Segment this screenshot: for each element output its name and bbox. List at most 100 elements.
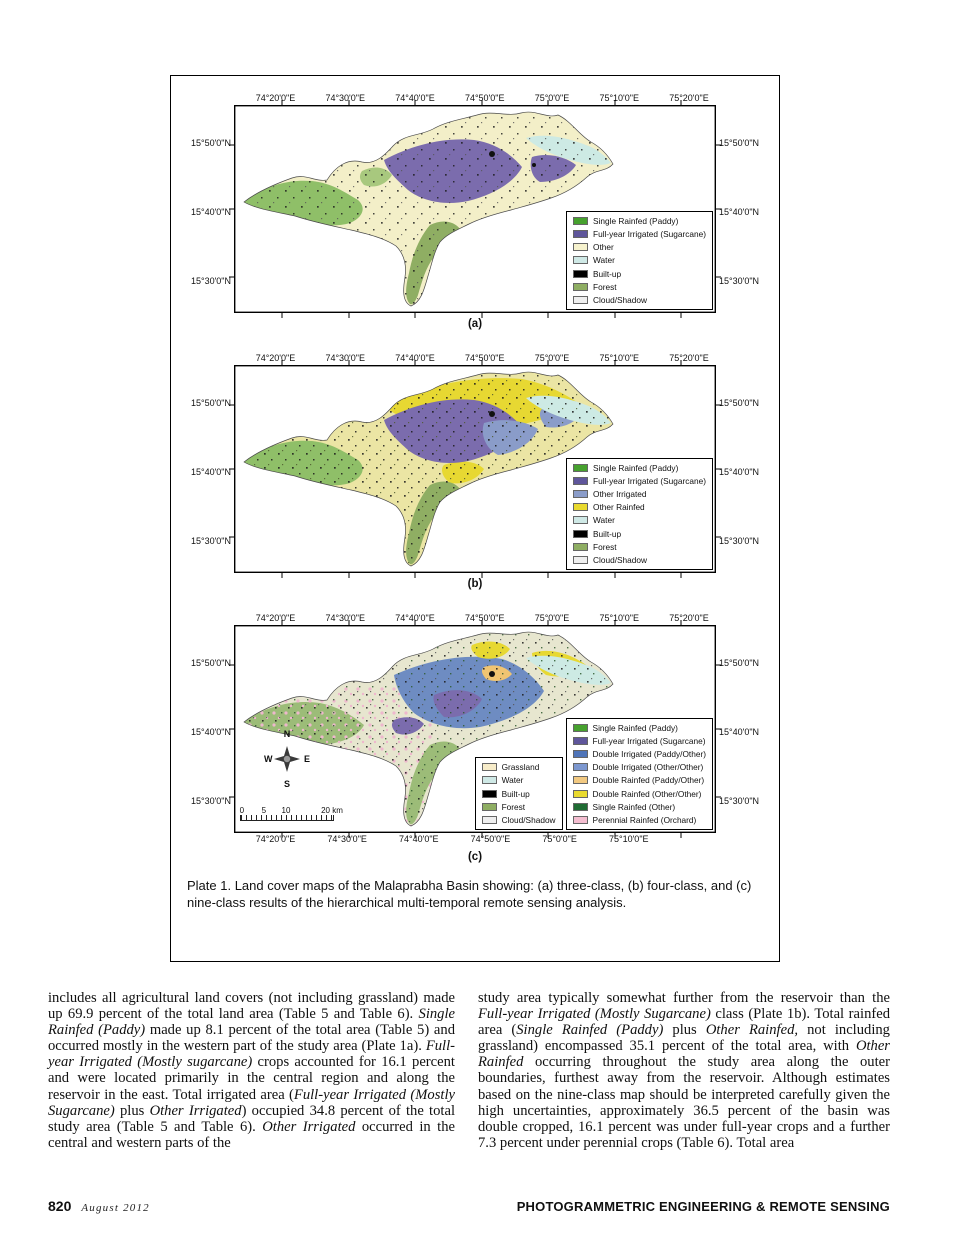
legend-label: Built-up [501, 788, 530, 799]
lon-tick-label: 74°50'0"E [464, 353, 505, 363]
lat-tick-label: 15°40'0"N [719, 467, 760, 478]
legend-item: Double Rainfed (Paddy/Other) [572, 775, 706, 785]
lon-tick-label: 74°40'0"E [395, 93, 435, 103]
lat-tick-label: 15°50'0"N [190, 658, 231, 669]
lon-tick-label: 74°30'0"E [325, 93, 365, 103]
map-c-lat-axis-right: 15°50'0"N 15°40'0"N 15°30'0"N [716, 625, 772, 833]
scale-rule [240, 815, 334, 821]
legend-swatch [572, 816, 588, 824]
plate-caption: Plate 1. Land cover maps of the Malaprab… [187, 878, 752, 911]
page-footer: 820 August 2012 PHOTOGRAMMETRIC ENGINEER… [48, 1198, 890, 1214]
plate-figure-box: 74°20'0"E 74°30'0"E 74°40'0"E 74°50'0"E 75°0… [170, 75, 780, 962]
lat-tick-label: 15°30'0"N [719, 275, 760, 286]
legend-label: Grassland [501, 762, 540, 773]
legend-label: Double Irrigated (Other/Other) [592, 762, 704, 773]
lon-tick-label: 75°20'0"E [669, 353, 709, 363]
legend-item: Double Irrigated (Other/Other) [572, 762, 706, 773]
lon-tick-label: 75°0'0"E [542, 834, 577, 844]
legend-item: Full-year Irrigated (Sugarcane) [572, 735, 706, 746]
scale-label: 20 km [321, 806, 343, 815]
lat-tick-label: 15°40'0"N [719, 727, 760, 738]
legend-label: Other [593, 242, 614, 253]
legend-item: Water [573, 515, 706, 525]
legend-label: Water [593, 515, 615, 526]
scale-label: 0 [239, 806, 245, 815]
map-b-lon-axis: 74°20'0"E 74°30'0"E 74°40'0"E 74°50'0"E 75°0… [234, 352, 716, 365]
body-text: includes all agricultural land covers (n… [48, 990, 890, 1151]
legend-item: Built-up [573, 269, 706, 279]
legend-item: Water [573, 255, 706, 265]
legend-item: Cloud/Shadow [573, 295, 706, 305]
legend-label: Single Rainfed (Paddy) [593, 462, 679, 473]
legend-label: Double Rainfed (Other/Other) [592, 788, 702, 799]
lat-tick-label: 15°40'0"N [190, 467, 231, 478]
lon-tick-label: 75°10'0"E [599, 613, 639, 623]
compass-star-icon [274, 746, 300, 772]
legend-swatch [573, 476, 589, 485]
map-b-frame: Single Rainfed (Paddy) Full-year Irrigat… [229, 360, 721, 578]
legend-label: Single Rainfed (Paddy) [593, 215, 679, 226]
legend-item: Double Rainfed (Other/Other) [572, 788, 706, 799]
map-c-legend-left: Grassland Water Built-up [474, 757, 563, 830]
lon-tick-label: 75°0'0"E [534, 353, 570, 363]
legend-label: Full-year Irrigated (Sugarcane) [593, 475, 706, 486]
compass-east-label: E [303, 754, 310, 764]
legend-swatch [481, 816, 497, 824]
legend-label: Forest [593, 281, 617, 292]
legend-item: Forest [573, 542, 706, 552]
legend-label: Other Irrigated [593, 489, 647, 500]
legend-item: Built-up [481, 788, 556, 799]
legend-swatch [481, 789, 497, 798]
legend-item: Full-year Irrigated (Sugarcane) [573, 476, 706, 486]
lat-tick-label: 15°50'0"N [190, 138, 231, 149]
lon-tick-label: 75°0'0"E [534, 93, 570, 103]
lat-tick-label: 15°30'0"N [190, 795, 231, 806]
map-a-canvas [229, 100, 721, 318]
legend-item: Other Rainfed [573, 502, 706, 512]
legend-swatch [481, 763, 497, 772]
legend-label: Built-up [593, 528, 622, 539]
legend-swatch [481, 776, 497, 785]
map-a-label: (a) [467, 318, 483, 330]
legend-item: Double Irrigated (Paddy/Other) [572, 749, 706, 760]
body-column-right: study area typically somewhat further fr… [478, 990, 890, 1151]
lon-tick-label: 74°20'0"E [255, 834, 296, 844]
legend-item: Built-up [573, 529, 706, 539]
lat-tick-label: 15°50'0"N [719, 138, 760, 149]
legend-label: Water [593, 255, 615, 266]
map-c-legend-right: Single Rainfed (Paddy) Full-year Irrigat… [565, 717, 713, 830]
legend-label: Full-year Irrigated (Sugarcane) [592, 735, 706, 746]
lon-tick-label: 74°50'0"E [464, 93, 505, 103]
lon-tick-label: 74°40'0"E [395, 353, 435, 363]
legend-label: Double Irrigated (Paddy/Other) [592, 749, 706, 760]
lat-tick-label: 15°50'0"N [190, 398, 231, 409]
legend-label: Water [501, 775, 524, 786]
legend-item: Cloud/Shadow [481, 815, 556, 825]
map-b-label: (b) [467, 578, 483, 590]
lon-tick-label: 74°20'0"E [255, 353, 296, 363]
legend-swatch [572, 776, 588, 785]
legend-swatch [573, 556, 589, 564]
legend-item: Other Irrigated [573, 489, 706, 499]
body-column-left: includes all agricultural land covers (n… [48, 990, 455, 1151]
lon-tick-label: 75°10'0"E [608, 834, 649, 844]
lon-tick-label: 74°50'0"E [470, 834, 511, 844]
map-c-frame: N W E S 0 5 10 20 km [229, 620, 721, 838]
legend-item: Grassland [481, 762, 556, 773]
legend-swatch [573, 230, 589, 239]
map-c: 74°20'0"E 74°30'0"E 74°40'0"E 74°50'0"E 75°0… [178, 612, 772, 863]
legend-label: Cloud/Shadow [501, 815, 556, 825]
legend-swatch [573, 542, 589, 551]
map-a-lon-axis: 74°20'0"E 74°30'0"E 74°40'0"E 74°50'0"E 75°0… [234, 92, 716, 105]
legend-swatch [481, 802, 497, 811]
map-c-legends: Grassland Water Built-up [474, 717, 713, 830]
legend-swatch [572, 763, 588, 772]
legend-item: Full-year Irrigated (Sugarcane) [573, 229, 706, 239]
legend-swatch [573, 282, 589, 291]
compass-rose-icon: N W E S [264, 729, 310, 789]
lon-tick-label: 74°20'0"E [255, 93, 296, 103]
lat-tick-label: 15°40'0"N [719, 207, 760, 218]
legend-item: Single Rainfed (Paddy) [572, 723, 706, 733]
legend-label: Single Rainfed (Other) [592, 801, 676, 812]
